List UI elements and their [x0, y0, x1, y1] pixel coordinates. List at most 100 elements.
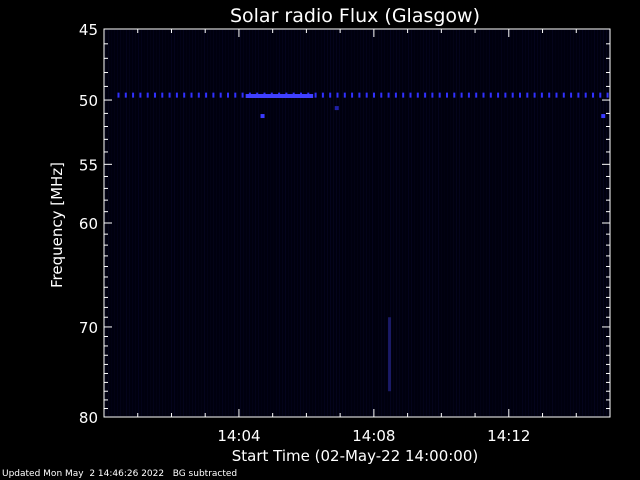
texture-column [564, 30, 565, 416]
band-dot [504, 92, 507, 98]
emission-spot [260, 114, 265, 119]
band-dot [117, 92, 120, 98]
texture-column [534, 30, 535, 416]
texture-column [378, 30, 379, 416]
texture-column [270, 30, 271, 416]
texture-column [468, 30, 469, 416]
y-tick-label: 45 [79, 21, 98, 39]
texture-column [555, 30, 556, 416]
texture-column [492, 30, 493, 416]
y-tick-label: 50 [79, 92, 98, 110]
band-dot [343, 92, 346, 98]
band-dot [548, 92, 551, 98]
texture-column [390, 30, 391, 416]
texture-column [324, 30, 325, 416]
texture-column [300, 30, 301, 416]
texture-column [438, 30, 439, 416]
texture-column [219, 30, 220, 416]
band-dot [153, 92, 156, 98]
band-dot [482, 92, 485, 98]
texture-column [126, 30, 127, 416]
texture-column [174, 30, 175, 416]
texture-column [141, 30, 142, 416]
spectrogram-background [104, 29, 610, 417]
band-dot [460, 92, 463, 98]
texture-column [474, 30, 475, 416]
texture-column [186, 30, 187, 416]
x-tick-label: 14:08 [352, 427, 395, 445]
texture-column [255, 30, 256, 416]
band-dot [212, 92, 215, 98]
band-dot [358, 92, 361, 98]
texture-column [171, 30, 172, 416]
texture-column [189, 30, 190, 416]
texture-column [507, 30, 508, 416]
band-dot [365, 92, 368, 98]
texture-column [423, 30, 424, 416]
texture-column [504, 30, 505, 416]
texture-column [411, 30, 412, 416]
plot-area [104, 29, 610, 417]
band-dot [197, 92, 200, 98]
y-tick-label: 55 [79, 156, 98, 174]
texture-column [306, 30, 307, 416]
texture-column [456, 30, 457, 416]
band-dot [475, 92, 478, 98]
texture-column [129, 30, 130, 416]
bright-segment [245, 93, 314, 98]
band-dot [606, 92, 609, 98]
band-dot [431, 92, 434, 98]
vertical-streak [388, 317, 392, 392]
band-dot [533, 92, 536, 98]
band-dot [445, 92, 448, 98]
texture-column [402, 30, 403, 416]
texture-column [549, 30, 550, 416]
texture-column [600, 30, 601, 416]
texture-column [144, 30, 145, 416]
band-dot [168, 92, 171, 98]
texture-column [537, 30, 538, 416]
texture-column [405, 30, 406, 416]
band-dot [139, 92, 142, 98]
texture-column [588, 30, 589, 416]
y-tick-label: 70 [79, 319, 98, 337]
x-tick-label: 14:04 [217, 427, 260, 445]
texture-column [234, 30, 235, 416]
emission-spot [334, 106, 339, 111]
texture-column [354, 30, 355, 416]
band-dot [336, 92, 339, 98]
texture-column [294, 30, 295, 416]
texture-column [327, 30, 328, 416]
texture-column [117, 30, 118, 416]
texture-column [261, 30, 262, 416]
texture-column [150, 30, 151, 416]
texture-column [291, 30, 292, 416]
texture-column [489, 30, 490, 416]
texture-column [480, 30, 481, 416]
texture-column [348, 30, 349, 416]
texture-column [573, 30, 574, 416]
texture-column [288, 30, 289, 416]
texture-column [345, 30, 346, 416]
texture-column [372, 30, 373, 416]
texture-column [285, 30, 286, 416]
texture-column [513, 30, 514, 416]
texture-column [465, 30, 466, 416]
band-dot [511, 92, 514, 98]
texture-column [351, 30, 352, 416]
band-dot [584, 92, 587, 98]
band-dot [438, 92, 441, 98]
texture-column [123, 30, 124, 416]
texture-column [582, 30, 583, 416]
texture-column [339, 30, 340, 416]
band-dot [205, 92, 208, 98]
texture-column [543, 30, 544, 416]
band-dot [132, 92, 135, 98]
texture-column [495, 30, 496, 416]
texture-column [243, 30, 244, 416]
texture-column [477, 30, 478, 416]
emission-spot [601, 114, 606, 119]
texture-column [486, 30, 487, 416]
texture-column [453, 30, 454, 416]
